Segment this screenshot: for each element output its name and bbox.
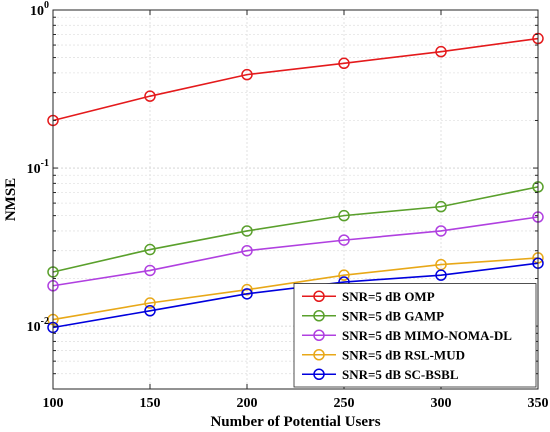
legend: SNR=5 dB OMP SNR=5 dB GAMP SNR=5 dB MIMO-N… xyxy=(293,283,537,388)
series-line xyxy=(52,257,539,321)
legend-swatch-marker xyxy=(313,290,325,302)
data-point xyxy=(241,288,253,300)
data-point xyxy=(338,209,350,222)
y-tick-base: 10 xyxy=(30,4,44,19)
y-tick-label: 10-2 xyxy=(27,316,49,335)
legend-label: SNR=5 dB GAMP xyxy=(342,308,444,323)
series-line xyxy=(52,186,539,273)
y-tick-exponent: -2 xyxy=(41,316,49,327)
legend-swatch-marker xyxy=(313,368,325,380)
x-tick-label: 150 xyxy=(140,396,161,411)
series-line xyxy=(52,37,539,122)
x-tick-label: 300 xyxy=(431,396,452,411)
plot-frame xyxy=(52,9,539,390)
data-point xyxy=(338,57,350,70)
x-tick-label: 250 xyxy=(334,396,355,411)
y-tick-exponent: 0 xyxy=(44,0,49,11)
data-point xyxy=(144,243,156,256)
data-point xyxy=(144,305,156,317)
legend-label: SNR=5 dB MIMO-NOMA-DL xyxy=(342,328,512,343)
y-tick-base: 10 xyxy=(27,162,41,177)
y-axis-title: NMSE xyxy=(3,178,19,221)
data-point xyxy=(435,225,447,237)
data-point xyxy=(144,90,156,102)
data-point xyxy=(338,234,350,246)
data-point xyxy=(435,269,447,281)
data-point xyxy=(338,269,350,281)
data-point xyxy=(241,68,253,81)
x-tick-label: 100 xyxy=(43,396,64,411)
y-tick-label: 100 xyxy=(30,0,49,19)
legend-swatch-marker xyxy=(313,310,325,322)
legend-swatch-marker xyxy=(313,329,325,341)
x-tick-label: 350 xyxy=(528,396,549,411)
legend-label: SNR=5 dB RSL-MUD xyxy=(342,347,465,362)
data-point xyxy=(144,297,156,309)
data-point xyxy=(241,283,253,296)
y-tick-label: 10-1 xyxy=(27,158,49,177)
data-point xyxy=(435,45,447,58)
data-point xyxy=(241,244,253,257)
y-tick-exponent: -1 xyxy=(41,158,49,169)
data-point xyxy=(435,200,447,213)
data-point xyxy=(144,264,156,277)
x-tick-label: 200 xyxy=(237,396,258,411)
series-line xyxy=(52,216,539,287)
x-axis-title: Number of Potential Users xyxy=(210,414,380,430)
y-tick-base: 10 xyxy=(27,320,41,335)
data-point xyxy=(241,225,253,237)
legend-label: SNR=5 dB OMP xyxy=(342,289,435,304)
legend-label: SNR=5 dB SC-BSBL xyxy=(342,367,459,382)
legend-swatch-marker xyxy=(313,349,325,361)
